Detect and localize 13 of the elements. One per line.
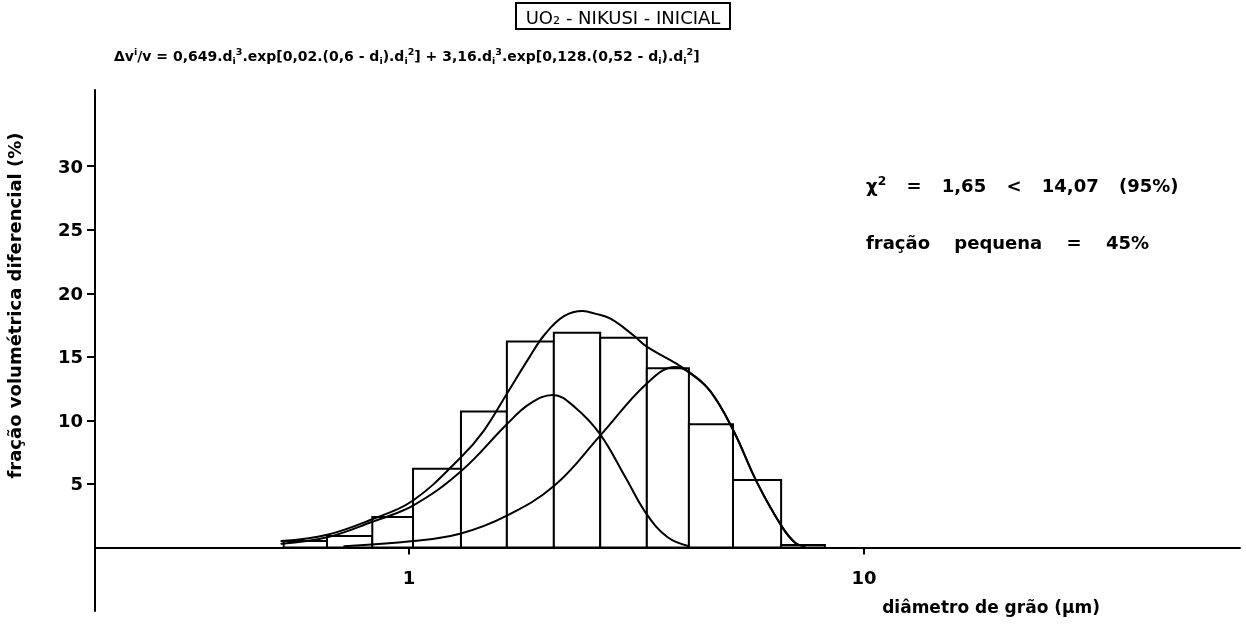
- x-tick-label: 1: [402, 566, 416, 588]
- annotation: fração pequena = 45%: [866, 232, 1149, 254]
- y-tick-label: 20: [57, 282, 83, 304]
- x-axis-title: diâmetro de grão (µm): [882, 596, 1100, 617]
- y-tick-label: 15: [57, 346, 83, 368]
- y-tick-label: 10: [57, 409, 83, 431]
- text: χ$^{2}$ = 1,65 < 14,07 (95%): [866, 174, 1179, 196]
- y-axis-title: fração volumétrica diferencial (%): [3, 132, 25, 479]
- y-tick-label: 30: [57, 155, 83, 177]
- y-tick-label: 25: [57, 219, 83, 241]
- chart-title: UO₂ - NIKUSI - INICIAL: [525, 6, 721, 28]
- text: Δv$^{i}$/v = 0,649.d$_{i}$$^{3}$.exp[0,02.(0,6 - d$_{i}$).d$_{i}$$^{2}$] + 3,16.d$_{i}$$^{3}$.exp[0,128.(0,52 - d$_{i}$).d$_{i}$$^{2}$]: [114, 46, 700, 67]
- y-tick-label: 5: [70, 473, 83, 495]
